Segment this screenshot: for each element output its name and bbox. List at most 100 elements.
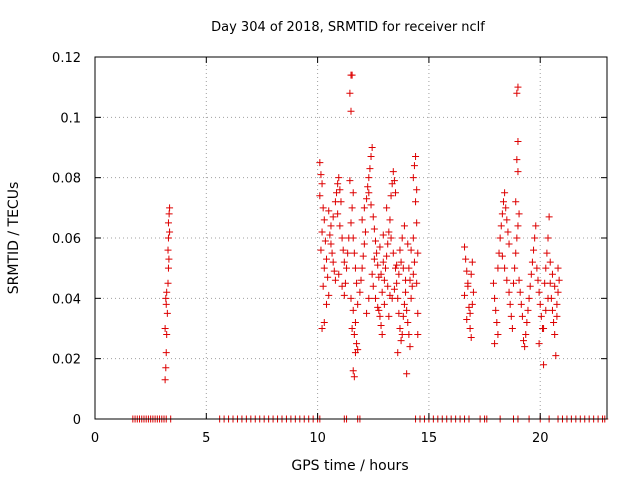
x-tick-label: 20: [532, 431, 549, 446]
data-point: [410, 258, 418, 266]
data-point: [466, 325, 474, 332]
data-point: [463, 267, 471, 275]
data-point: [492, 306, 500, 314]
data-point: [318, 180, 326, 188]
data-point: [513, 156, 521, 164]
data-point: [321, 237, 329, 245]
data-point: [374, 261, 382, 269]
data-point: [316, 192, 324, 200]
data-point: [346, 177, 354, 185]
data-point: [544, 294, 552, 302]
y-tick-label: 0.1: [60, 111, 81, 126]
data-point: [499, 198, 507, 206]
data-point: [360, 240, 368, 248]
data-point: [318, 228, 326, 236]
data-point: [164, 264, 172, 272]
data-point: [358, 264, 366, 272]
data-points: [129, 71, 609, 423]
data-point: [548, 306, 556, 314]
data-point: [323, 255, 331, 263]
data-point: [498, 252, 506, 260]
data-point: [548, 270, 556, 278]
data-point: [489, 279, 497, 287]
data-point: [397, 337, 405, 345]
data-point: [164, 279, 172, 287]
data-point: [333, 189, 341, 197]
data-point: [163, 309, 171, 317]
data-point: [351, 318, 359, 326]
data-point: [395, 270, 403, 278]
data-point: [505, 288, 513, 296]
data-point: [348, 204, 356, 212]
data-point: [407, 246, 415, 254]
data-point: [395, 309, 403, 317]
data-point: [402, 276, 410, 284]
data-point: [358, 216, 366, 224]
data-point: [396, 325, 404, 332]
data-point: [542, 306, 550, 314]
data-point: [503, 216, 511, 224]
data-point: [363, 195, 371, 203]
data-point: [369, 213, 377, 221]
data-point: [398, 331, 406, 339]
data-point: [405, 331, 413, 339]
data-point: [340, 258, 348, 266]
data-point: [546, 258, 554, 266]
data-point: [337, 198, 345, 206]
data-point: [351, 264, 359, 272]
data-point: [164, 234, 172, 242]
data-point: [360, 204, 368, 212]
data-point: [350, 331, 358, 339]
x-axis-label: GPS time / hours: [291, 458, 408, 474]
data-point: [368, 144, 376, 151]
data-point: [371, 237, 379, 245]
data-point: [327, 222, 335, 230]
data-point: [335, 174, 343, 182]
data-point: [396, 246, 404, 254]
data-point: [535, 340, 543, 348]
data-point: [319, 282, 327, 290]
data-point: [394, 349, 402, 357]
data-point: [329, 258, 337, 266]
data-point: [550, 318, 558, 326]
data-point: [409, 234, 417, 242]
data-point: [494, 331, 502, 339]
data-point: [166, 228, 174, 236]
data-point: [392, 189, 400, 197]
data-point: [409, 174, 417, 182]
data-point: [367, 153, 375, 161]
data-point: [551, 331, 559, 339]
axis-ticks: [94, 56, 607, 420]
data-point: [553, 312, 561, 320]
data-point: [522, 331, 530, 339]
data-point: [525, 294, 533, 302]
data-point: [379, 231, 387, 239]
data-point: [531, 234, 539, 242]
data-point: [523, 318, 531, 326]
data-point: [393, 261, 401, 269]
data-point: [376, 312, 384, 320]
data-point: [414, 309, 422, 317]
data-point: [517, 300, 525, 308]
data-point: [336, 222, 344, 230]
data-point: [532, 222, 540, 230]
data-point: [366, 165, 374, 173]
data-point: [373, 249, 381, 257]
data-point: [464, 282, 472, 290]
data-point: [540, 325, 548, 332]
data-point: [371, 294, 379, 302]
data-point: [388, 294, 396, 302]
data-point: [379, 258, 387, 266]
data-point: [353, 279, 361, 287]
data-point: [339, 246, 347, 254]
data-point: [461, 291, 469, 299]
data-point: [348, 325, 356, 332]
data-point: [461, 243, 469, 251]
data-point: [351, 349, 359, 357]
data-point: [468, 258, 476, 266]
data-point: [340, 291, 348, 299]
data-point: [338, 234, 346, 242]
data-point: [331, 276, 339, 284]
data-point: [353, 340, 361, 348]
x-tick-label: 0: [91, 431, 99, 446]
